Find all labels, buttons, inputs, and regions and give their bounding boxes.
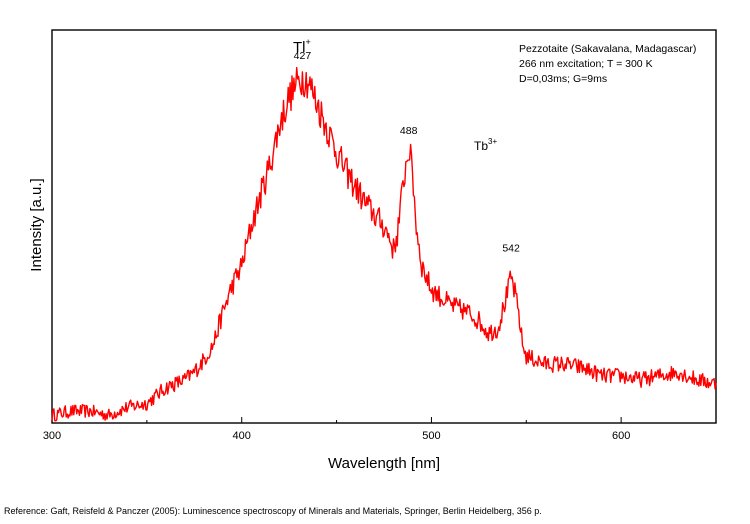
tl-label: Tl+ bbox=[293, 37, 311, 56]
x-tick-label: 300 bbox=[43, 430, 61, 442]
tl-superscript: + bbox=[306, 37, 311, 47]
peak-label: 427 bbox=[294, 50, 312, 62]
y-axis-title: Intensity [a.u.] bbox=[28, 178, 45, 271]
peak-labels: 427 488 542 bbox=[294, 50, 520, 255]
spectrum-line bbox=[51, 66, 717, 422]
x-axis-title: Wavelength [nm] bbox=[328, 455, 440, 472]
axis-ticks: 300 400 500 600 bbox=[43, 417, 630, 442]
info-line-1: Pezzotaite (Sakavalana, Madagascar) bbox=[519, 43, 696, 55]
plot-frame bbox=[51, 29, 717, 424]
x-tick-label: 400 bbox=[233, 430, 251, 442]
tb-label: Tb3+ bbox=[474, 137, 497, 153]
reference-footnote: Reference: Gaft, Reisfeld & Panczer (200… bbox=[4, 506, 542, 516]
info-line-3: D=0,03ms; G=9ms bbox=[519, 73, 607, 85]
peak-label: 542 bbox=[502, 243, 520, 255]
info-line-2: 266 nm excitation; T = 300 K bbox=[519, 58, 653, 70]
tb-superscript: 3+ bbox=[488, 137, 497, 146]
x-tick-label: 500 bbox=[422, 430, 440, 442]
x-tick-label: 600 bbox=[612, 430, 630, 442]
peak-label: 488 bbox=[400, 125, 418, 137]
